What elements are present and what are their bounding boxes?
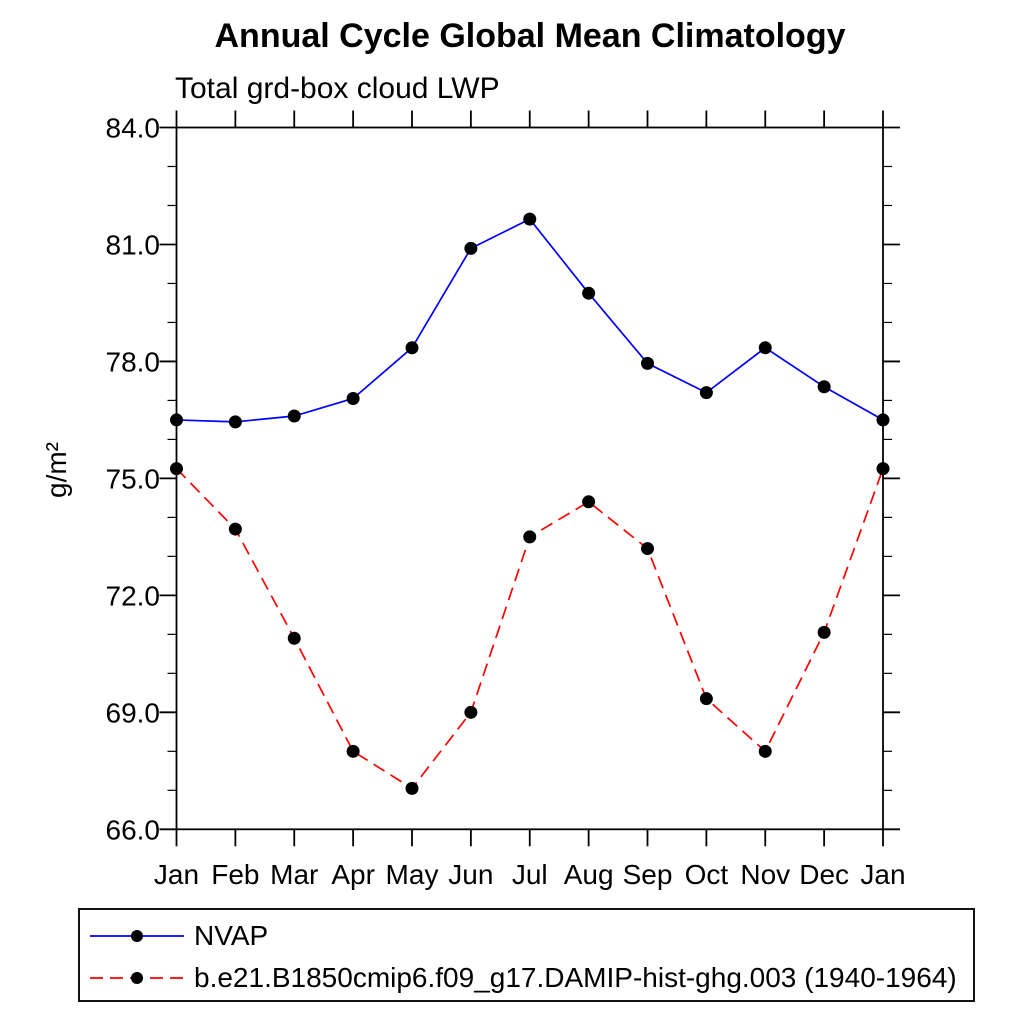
data-point-marker (758, 341, 772, 355)
data-point-marker (287, 631, 301, 645)
legend-item-nvap: NVAP (88, 918, 268, 954)
x-tick-label: Mar (270, 859, 318, 890)
data-point-marker (876, 413, 890, 427)
data-point-marker (699, 692, 713, 706)
y-tick-label: 78.0 (106, 346, 161, 377)
plot-frame (175, 126, 884, 831)
legend: NVAP b.e21.B1850cmip6.f09_g17.DAMIP-hist… (78, 908, 975, 1002)
data-point-marker (346, 744, 360, 758)
data-point-marker (346, 391, 360, 405)
chart-title: Annual Cycle Global Mean Climatology (214, 17, 846, 55)
x-tick-label: Jan (860, 859, 905, 890)
data-point-marker (758, 744, 772, 758)
x-tick-label: Oct (685, 859, 729, 890)
x-tick-label: Feb (211, 859, 259, 890)
data-point-marker (170, 413, 183, 427)
data-point-marker (817, 380, 831, 394)
y-tick-label: 75.0 (106, 463, 161, 494)
x-tick-label: Dec (799, 859, 849, 890)
legend-label-model: b.e21.B1850cmip6.f09_g17.DAMIP-hist-ghg.… (194, 962, 957, 993)
data-point-marker (523, 212, 537, 226)
data-point-marker (523, 530, 537, 544)
x-tick-label: Jun (448, 859, 493, 890)
data-point-marker (464, 705, 478, 719)
series-nvap (170, 212, 890, 429)
x-tick-labels: Jan Feb Mar Apr May Jun Jul Aug Sep Oct Nov Dec Jan (154, 859, 906, 890)
data-point-marker (405, 781, 419, 795)
data-point-marker (405, 341, 419, 355)
data-point-marker (817, 625, 831, 639)
data-point-marker (228, 415, 242, 429)
data-point-marker (582, 286, 596, 300)
data-point-marker (876, 462, 890, 476)
x-tick-label: May (386, 859, 439, 890)
data-point-marker (170, 462, 183, 476)
legend-item-model: b.e21.B1850cmip6.f09_g17.DAMIP-hist-ghg.… (88, 960, 957, 996)
legend-label-nvap: NVAP (194, 920, 269, 951)
series-model (170, 462, 890, 795)
x-tick-label: Aug (564, 859, 614, 890)
data-point-marker (582, 495, 596, 509)
data-point-marker (641, 542, 654, 556)
y-tick-label: 69.0 (106, 697, 161, 728)
x-tick-label: Jan (154, 859, 199, 890)
data-point-marker (464, 241, 478, 255)
axis-ticks (159, 110, 900, 847)
legend-swatch-dashed-line-icon (90, 972, 184, 984)
plot-area: 66.0 69.0 72.0 75.0 78.0 81.0 84.0 Jan Feb Mar Apr… (106, 110, 906, 890)
y-tick-labels: 66.0 69.0 72.0 75.0 78.0 81.0 84.0 (106, 113, 161, 846)
legend-swatch-solid-line-icon (90, 930, 184, 942)
data-point-marker (641, 356, 654, 370)
x-tick-label: Jul (512, 859, 548, 890)
y-tick-label: 66.0 (106, 814, 161, 845)
y-tick-label: 81.0 (106, 229, 161, 260)
x-tick-label: Nov (740, 859, 790, 890)
data-point-marker (228, 522, 242, 536)
data-point-marker (287, 409, 301, 423)
data-point-marker (699, 386, 713, 400)
y-tick-label: 72.0 (106, 580, 161, 611)
chart-subtitle: Total grd-box cloud LWP (175, 72, 500, 105)
y-tick-label: 84.0 (106, 113, 161, 144)
x-tick-label: Sep (623, 859, 673, 890)
x-tick-label: Apr (331, 859, 375, 890)
